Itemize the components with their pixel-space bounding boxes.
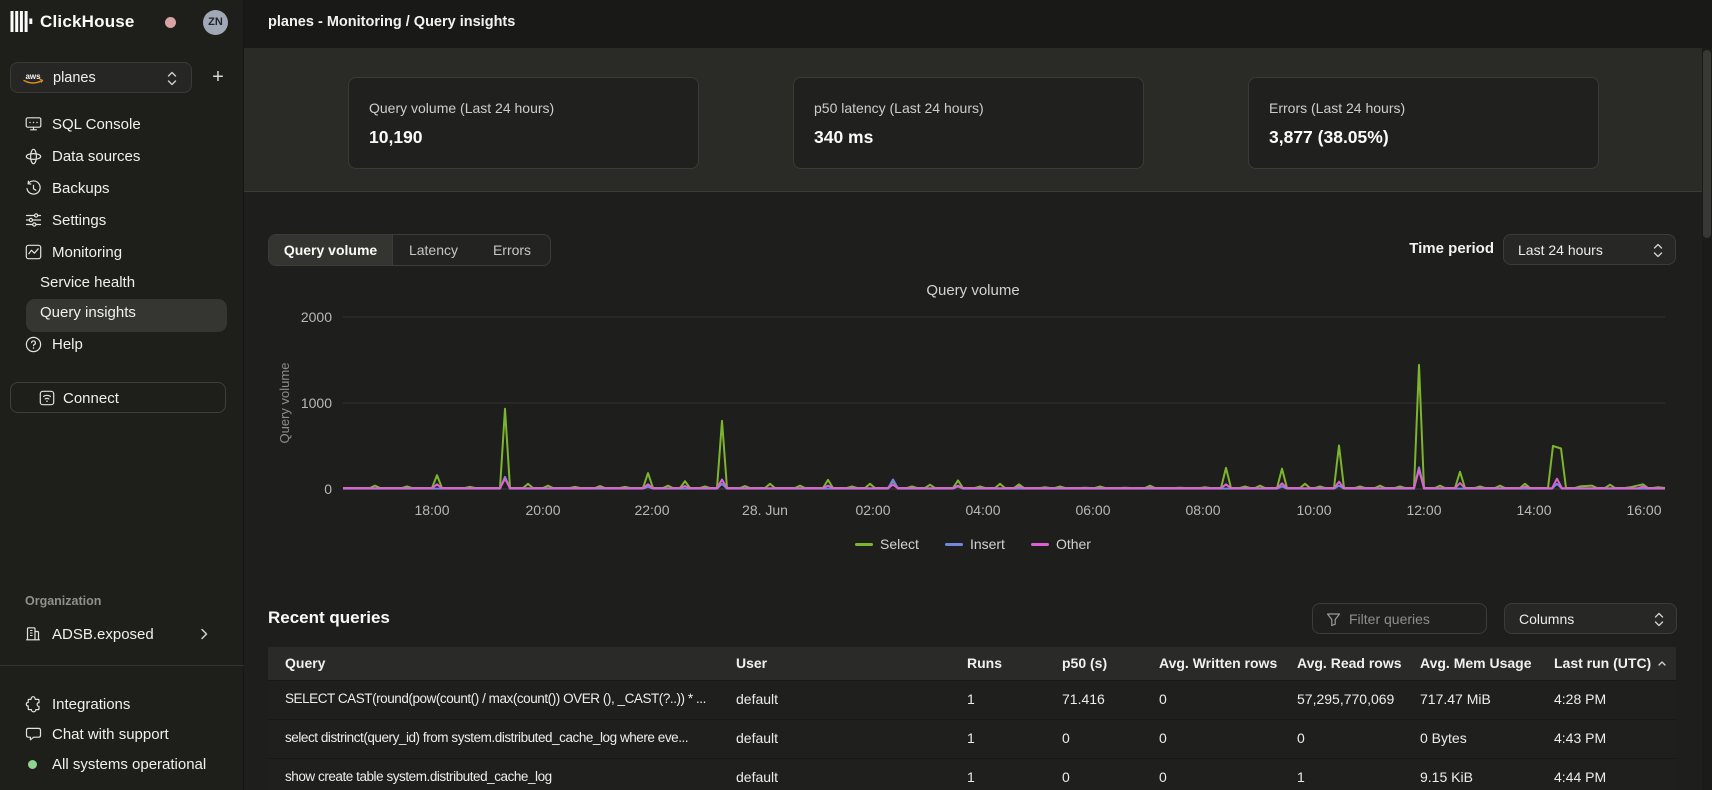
svg-text:20:00: 20:00 — [525, 502, 560, 518]
svg-text:06:00: 06:00 — [1075, 502, 1110, 518]
svg-text:02:00: 02:00 — [855, 502, 890, 518]
svg-text:14:00: 14:00 — [1516, 502, 1551, 518]
svg-text:1000: 1000 — [301, 395, 332, 411]
svg-text:08:00: 08:00 — [1185, 502, 1220, 518]
svg-text:04:00: 04:00 — [965, 502, 1000, 518]
svg-text:10:00: 10:00 — [1296, 502, 1331, 518]
svg-text:16:00: 16:00 — [1626, 502, 1661, 518]
svg-text:2000: 2000 — [301, 309, 332, 325]
svg-text:18:00: 18:00 — [414, 502, 449, 518]
svg-text:aws: aws — [25, 72, 41, 81]
svg-text:28. Jun: 28. Jun — [742, 502, 788, 518]
svg-text:22:00: 22:00 — [634, 502, 669, 518]
svg-text:Query volume: Query volume — [277, 363, 292, 444]
svg-text:0: 0 — [324, 481, 332, 497]
svg-text:12:00: 12:00 — [1406, 502, 1441, 518]
